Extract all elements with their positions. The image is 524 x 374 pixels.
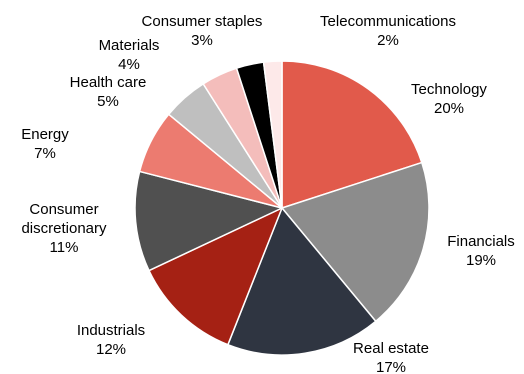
slice-label-real-estate: Real estate 17%: [353, 340, 429, 374]
slice-value-label: 5%: [97, 93, 119, 110]
pie-slice-telecommunications: [262, 60, 283, 209]
slice-label-energy: Energy 7%: [21, 126, 69, 162]
slice-value-label: 3%: [191, 32, 213, 49]
pie-slices: [134, 60, 430, 356]
slice-value-label: 17%: [376, 359, 406, 374]
slice-label-industrials: Industrials 12%: [77, 322, 145, 358]
slice-name-label: Consumer: [29, 201, 98, 218]
slice-name-label: Materials: [99, 37, 160, 54]
slice-name-label: Telecommunications: [320, 13, 456, 30]
slice-value-label: 19%: [466, 252, 496, 269]
pie-slice-technology: [281, 60, 423, 209]
slice-name-label: Energy: [21, 126, 69, 143]
slice-name-label: Industrials: [77, 322, 145, 339]
slice-label-technology: Technology 20%: [411, 81, 487, 117]
slice-value-label: 2%: [377, 32, 399, 49]
slice-label-consumer-staples: Consumer staples 3%: [142, 13, 263, 49]
slice-label-health-care: Health care 5%: [70, 74, 147, 110]
slice-value-label: 20%: [434, 100, 464, 117]
slice-label-consumer-discretionary: Consumer discretionary 11%: [21, 201, 107, 256]
slice-name-label: Consumer staples: [142, 13, 263, 30]
pie-slice-consumer-discretionary: [134, 170, 283, 272]
slice-value-label: 11%: [50, 239, 79, 256]
slice-label-telecommunications: Telecommunications 2%: [320, 13, 456, 49]
slice-label-materials: Materials 4%: [99, 37, 160, 73]
slice-label-financials: Financials 19%: [447, 233, 515, 269]
slice-value-label: 12%: [96, 341, 126, 358]
pie-slice-real-estate: [227, 207, 377, 356]
slice-name-label: Technology: [411, 81, 487, 98]
slice-name-label: Real estate: [353, 340, 429, 357]
slice-name-label: Financials: [447, 233, 515, 250]
pie-slice-industrials: [148, 207, 283, 346]
pie-slice-financials: [281, 161, 430, 323]
slice-value-label: 7%: [34, 145, 56, 162]
pie-labels: Technology 20% Financials 19% Real estate 17%…: [21, 13, 515, 374]
slice-name-label: discretionary: [21, 220, 107, 237]
slice-value-label: 4%: [118, 56, 140, 73]
slice-name-label: Health care: [70, 74, 147, 91]
